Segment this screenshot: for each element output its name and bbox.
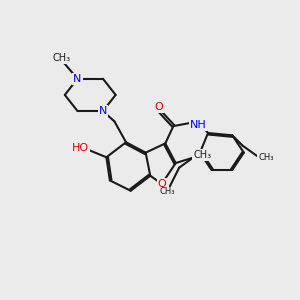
Text: N: N: [99, 106, 107, 116]
Text: CH₃: CH₃: [193, 150, 211, 160]
Text: CH₃: CH₃: [52, 53, 70, 63]
Text: NH: NH: [190, 120, 207, 130]
Text: CH₃: CH₃: [160, 188, 176, 196]
Text: HO: HO: [72, 143, 89, 153]
Text: O: O: [154, 102, 163, 112]
Text: O: O: [158, 179, 166, 189]
Text: N: N: [73, 74, 82, 84]
Text: CH₃: CH₃: [258, 153, 274, 162]
